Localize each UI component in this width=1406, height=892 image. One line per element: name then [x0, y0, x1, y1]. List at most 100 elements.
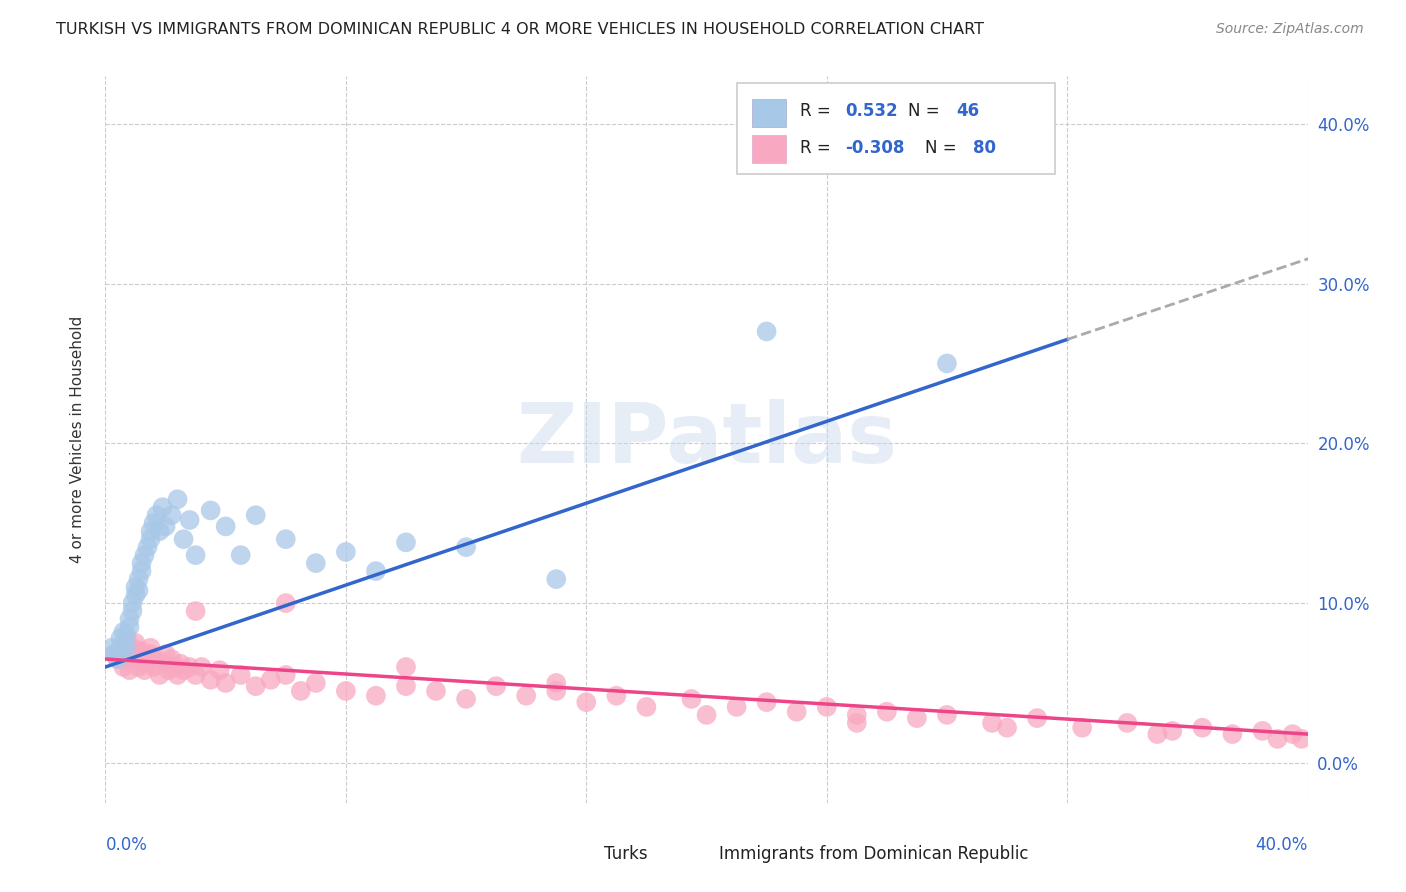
Point	[110, 632, 132, 646]
Point	[274, 596, 297, 610]
Point	[136, 657, 159, 671]
Point	[260, 673, 283, 687]
Point	[546, 684, 568, 698]
Point	[1267, 731, 1289, 746]
Point	[145, 652, 167, 666]
Point	[845, 715, 868, 730]
Point	[905, 711, 928, 725]
Point	[131, 644, 153, 658]
Point	[124, 588, 146, 602]
Point	[131, 556, 153, 570]
Point	[200, 503, 222, 517]
Point	[214, 676, 236, 690]
Point	[1281, 727, 1303, 741]
Point	[112, 636, 135, 650]
Text: 0.0%: 0.0%	[105, 836, 148, 854]
Point	[118, 620, 141, 634]
Point	[152, 500, 174, 515]
Point	[546, 676, 568, 690]
Point	[274, 668, 297, 682]
Point	[190, 660, 212, 674]
Point	[456, 540, 478, 554]
Point	[696, 707, 718, 722]
Point	[136, 540, 159, 554]
Point	[121, 596, 143, 610]
Point	[128, 583, 150, 598]
Point	[115, 636, 138, 650]
Point	[755, 695, 778, 709]
Point	[1146, 727, 1168, 741]
Point	[229, 668, 252, 682]
FancyBboxPatch shape	[752, 99, 786, 127]
Point	[364, 564, 387, 578]
Point	[110, 640, 132, 655]
Text: Immigrants from Dominican Republic: Immigrants from Dominican Republic	[718, 845, 1028, 863]
Point	[121, 604, 143, 618]
Point	[148, 524, 170, 538]
Point	[160, 652, 183, 666]
Point	[142, 660, 165, 674]
FancyBboxPatch shape	[752, 136, 786, 163]
Point	[173, 532, 195, 546]
Point	[245, 508, 267, 523]
Point	[605, 689, 627, 703]
Point	[160, 508, 183, 523]
Point	[152, 657, 174, 671]
Point	[1222, 727, 1244, 741]
Text: N =: N =	[925, 139, 962, 157]
Point	[139, 524, 162, 538]
Point	[124, 636, 146, 650]
Point	[173, 663, 195, 677]
FancyBboxPatch shape	[689, 843, 710, 864]
Point	[515, 689, 537, 703]
Point	[1251, 723, 1274, 738]
Point	[107, 652, 129, 666]
Point	[936, 356, 959, 370]
Point	[157, 663, 180, 677]
Point	[131, 564, 153, 578]
Point	[131, 652, 153, 666]
Point	[112, 660, 135, 674]
Text: N =: N =	[908, 103, 945, 120]
Point	[456, 692, 478, 706]
Point	[163, 660, 186, 674]
Point	[200, 673, 222, 687]
Point	[107, 652, 129, 666]
Point	[786, 705, 808, 719]
Point	[155, 519, 177, 533]
Point	[184, 668, 207, 682]
Point	[148, 668, 170, 682]
FancyBboxPatch shape	[737, 83, 1054, 174]
Point	[139, 532, 162, 546]
Point	[214, 519, 236, 533]
Y-axis label: 4 or more Vehicles in Household: 4 or more Vehicles in Household	[70, 316, 84, 563]
Point	[274, 532, 297, 546]
Point	[1026, 711, 1049, 725]
Text: Turks: Turks	[605, 845, 648, 863]
Point	[103, 647, 125, 661]
Point	[681, 692, 703, 706]
Point	[124, 580, 146, 594]
Point	[118, 612, 141, 626]
Point	[995, 721, 1018, 735]
Text: Source: ZipAtlas.com: Source: ZipAtlas.com	[1216, 22, 1364, 37]
Point	[184, 604, 207, 618]
Point	[229, 548, 252, 562]
Point	[103, 647, 125, 661]
Point	[166, 668, 188, 682]
Point	[139, 647, 162, 661]
Point	[876, 705, 898, 719]
Point	[305, 556, 328, 570]
Point	[305, 676, 328, 690]
Point	[335, 545, 357, 559]
Point	[100, 640, 122, 655]
Point	[546, 572, 568, 586]
Point	[155, 647, 177, 661]
Point	[118, 663, 141, 677]
Point	[112, 624, 135, 639]
Point	[936, 707, 959, 722]
Point	[121, 640, 143, 655]
Point	[1071, 721, 1094, 735]
Point	[1116, 715, 1139, 730]
Point	[425, 684, 447, 698]
